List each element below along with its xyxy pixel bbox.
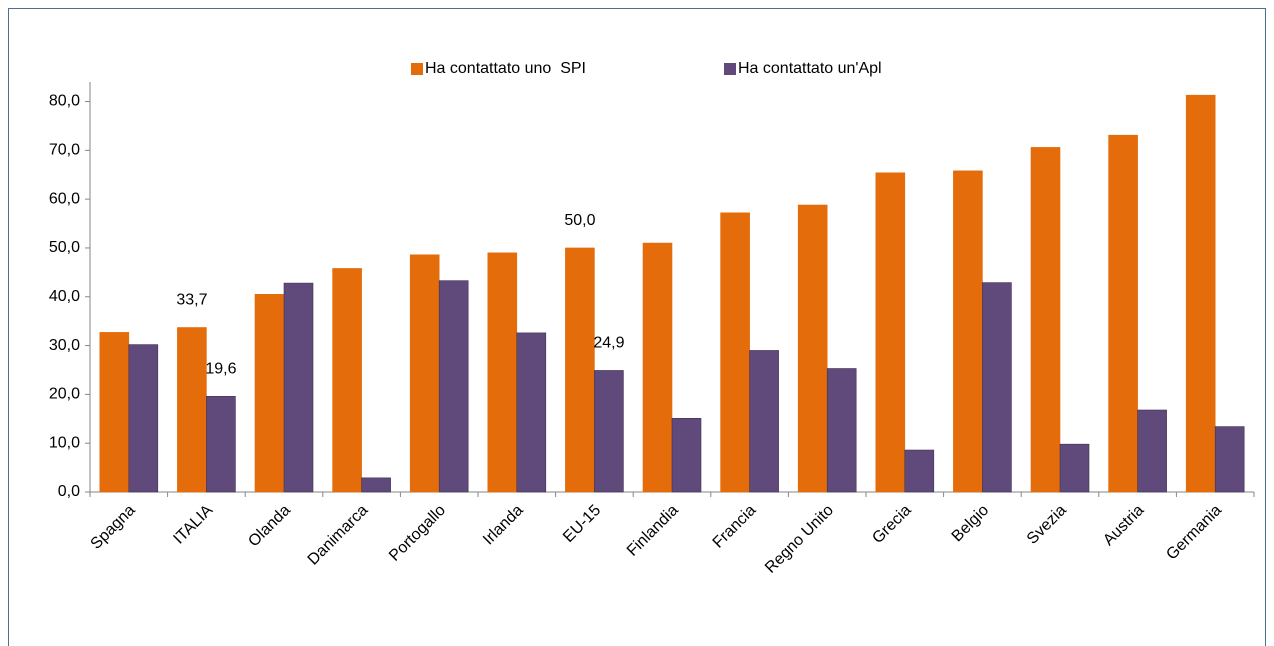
bar <box>904 449 935 493</box>
data-label: 19,6 <box>205 361 236 378</box>
bar <box>254 294 285 493</box>
bar <box>749 350 779 493</box>
bar <box>516 332 547 493</box>
bar <box>720 212 750 493</box>
bar <box>206 396 236 493</box>
y-tick-label: 0,0 <box>58 483 80 500</box>
bar <box>1059 443 1090 493</box>
data-label: 24,9 <box>593 335 624 352</box>
bar <box>177 327 207 493</box>
bar <box>826 368 857 493</box>
bar <box>128 344 159 493</box>
legend-label: Ha contattato un'Apl <box>738 60 882 77</box>
bar <box>642 242 673 493</box>
bar <box>875 172 906 493</box>
bar <box>797 204 828 493</box>
bar <box>671 417 702 493</box>
y-tick-label: 20,0 <box>49 386 80 403</box>
bar <box>1214 426 1245 493</box>
bar <box>487 252 518 493</box>
y-tick-label: 10,0 <box>49 434 80 451</box>
bar <box>565 247 595 493</box>
bar <box>982 282 1012 493</box>
bar <box>99 332 130 493</box>
legend-swatch <box>411 63 423 75</box>
bar <box>1137 409 1167 493</box>
y-tick-label: 70,0 <box>49 142 80 159</box>
bar <box>1108 134 1138 493</box>
bar <box>361 477 391 493</box>
data-label: 33,7 <box>176 292 207 309</box>
bar <box>438 280 469 493</box>
y-tick-label: 50,0 <box>49 239 80 256</box>
bar <box>283 282 314 493</box>
bar <box>1185 94 1216 493</box>
bar <box>953 170 983 493</box>
y-tick-label: 40,0 <box>49 288 80 305</box>
bar <box>409 254 440 493</box>
bar <box>1030 147 1061 493</box>
bar <box>594 370 624 493</box>
data-label: 50,0 <box>564 212 595 229</box>
legend-swatch <box>724 63 736 75</box>
y-tick-label: 60,0 <box>49 190 80 207</box>
bar <box>332 268 362 493</box>
y-tick-label: 80,0 <box>49 93 80 110</box>
legend-label: Ha contattato uno SPI <box>425 60 586 77</box>
y-tick-label: 30,0 <box>49 337 80 354</box>
